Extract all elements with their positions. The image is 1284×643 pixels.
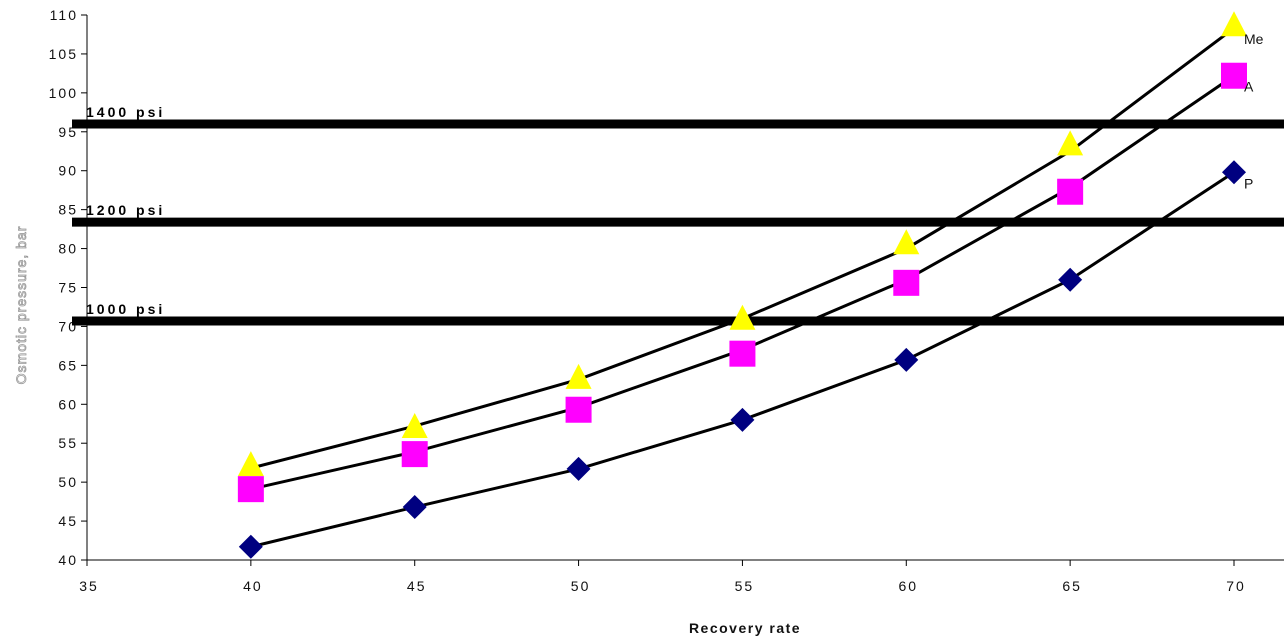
y-tick-label-0: 40: [58, 552, 78, 568]
marker-triangle-0-6: [1221, 11, 1247, 37]
marker-square-1-6: [1221, 62, 1247, 89]
x-axis-title: Recovery rate: [689, 620, 801, 636]
x-tick-label-5: 60: [898, 578, 918, 594]
y-tick-label-13: 105: [49, 46, 78, 62]
y-tick-label-14: 110: [50, 7, 78, 23]
y-tick-label-10: 90: [58, 163, 78, 179]
series-label-1: A: [1244, 79, 1254, 95]
marker-diamond-2-4: [894, 347, 919, 372]
y-tick-label-2: 50: [58, 474, 78, 490]
y-tick-label-6: 70: [58, 318, 78, 334]
reference-lines: 1400 psi 1200 psi 1000 psi: [72, 104, 1284, 326]
x-tick-label-2: 45: [407, 578, 427, 594]
marker-square-1-3: [729, 340, 756, 367]
x-tick-label-7: 70: [1226, 578, 1246, 594]
data-markers: [237, 11, 1247, 559]
y-tick-label-1: 45: [58, 513, 78, 529]
x-tick-label-4: 55: [735, 578, 755, 594]
marker-triangle-0-1: [401, 412, 428, 438]
y-tick-label-8: 80: [58, 241, 78, 257]
series-labels: Me A P: [1244, 31, 1264, 191]
marker-triangle-0-5: [1057, 130, 1084, 156]
marker-square-1-0: [237, 476, 264, 503]
series-label-2: P: [1244, 175, 1253, 191]
y-tick-label-3: 55: [58, 435, 78, 451]
marker-square-1-5: [1057, 178, 1084, 205]
marker-diamond-2-2: [566, 456, 591, 481]
marker-diamond-2-6: [1222, 160, 1246, 185]
reference-line-label-1: 1200 psi: [86, 202, 165, 218]
marker-diamond-2-5: [1058, 267, 1083, 292]
marker-diamond-2-0: [238, 534, 263, 559]
x-tick-label-3: 50: [571, 578, 591, 594]
y-tick-label-5: 65: [58, 357, 78, 373]
x-tick-label-6: 65: [1062, 578, 1082, 594]
series-label-0: Me: [1244, 31, 1264, 47]
marker-square-1-4: [893, 269, 920, 296]
y-tick-label-4: 60: [58, 396, 78, 412]
marker-square-1-2: [565, 396, 592, 423]
marker-triangle-0-2: [565, 363, 592, 389]
x-tick-label-1: 40: [243, 578, 263, 594]
y-tick-label-7: 75: [58, 280, 78, 296]
marker-triangle-0-3: [729, 304, 756, 330]
reference-line-label-2: 1000 psi: [86, 301, 165, 317]
marker-triangle-0-0: [237, 451, 264, 477]
marker-diamond-2-3: [730, 407, 755, 432]
y-tick-label-12: 100: [49, 85, 78, 101]
y-axis-title: Osmotic pressure, bar: [13, 226, 29, 385]
marker-diamond-2-1: [402, 495, 427, 520]
marker-square-1-1: [401, 441, 428, 468]
series-lines: [250, 27, 1235, 549]
x-tick-label-0: 35: [79, 578, 99, 594]
series-line-0: [250, 27, 1235, 470]
y-tick-label-9: 85: [58, 202, 78, 218]
y-tick-label-11: 95: [58, 124, 78, 140]
reference-line-label-0: 1400 psi: [86, 104, 165, 120]
marker-triangle-0-4: [893, 229, 920, 255]
